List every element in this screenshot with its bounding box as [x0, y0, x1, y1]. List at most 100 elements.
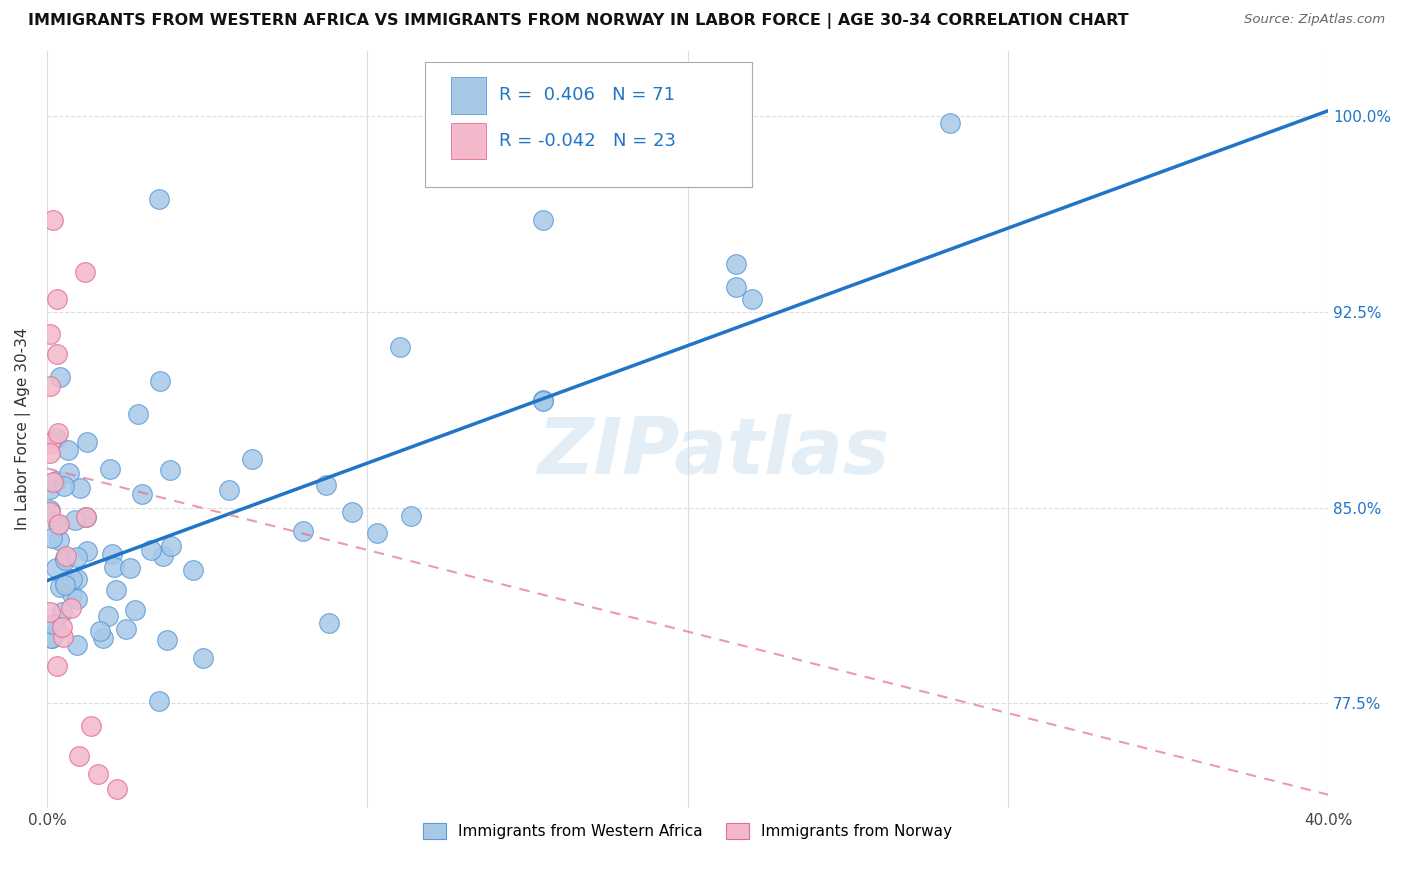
Point [46, 426, 69, 441]
Point [89, 624, 111, 638]
Point [315, 478, 337, 492]
Point [124, 603, 146, 617]
Point [127, 408, 149, 422]
Point [98, 462, 121, 476]
Point [318, 615, 340, 630]
Point [48, 517, 70, 532]
Point [45, 474, 67, 488]
Point [39, 435, 62, 450]
Point [389, 340, 412, 354]
Point [80, 719, 103, 733]
Point [39, 503, 62, 517]
Point [45, 292, 67, 306]
Point [149, 374, 172, 388]
FancyBboxPatch shape [425, 62, 752, 187]
Point [66, 638, 89, 652]
Point [53, 478, 76, 492]
Point [60, 587, 83, 601]
Text: ZIPatlas: ZIPatlas [537, 414, 890, 490]
Point [87, 767, 110, 781]
Point [41, 475, 63, 489]
Point [39, 605, 62, 619]
Point [366, 526, 388, 541]
Point [66, 549, 89, 564]
Point [53, 553, 76, 567]
Point [533, 394, 555, 409]
Point [724, 280, 747, 294]
Point [53, 578, 76, 592]
Point [399, 509, 422, 524]
Point [53, 551, 76, 566]
Point [91, 632, 114, 646]
Text: R =  0.406   N = 71: R = 0.406 N = 71 [499, 87, 675, 104]
Point [48, 581, 70, 595]
Text: IMMIGRANTS FROM WESTERN AFRICA VS IMMIGRANTS FROM NORWAY IN LABOR FORCE | AGE 30: IMMIGRANTS FROM WESTERN AFRICA VS IMMIGR… [28, 13, 1129, 29]
Point [218, 483, 240, 497]
Point [45, 659, 67, 673]
Point [75, 509, 97, 524]
Point [42, 213, 65, 227]
Point [59, 600, 82, 615]
Point [45, 347, 67, 361]
Point [741, 292, 763, 306]
Point [42, 616, 65, 631]
Point [51, 620, 73, 634]
Point [152, 549, 174, 564]
Point [76, 434, 98, 449]
Point [48, 517, 70, 532]
Point [131, 487, 153, 501]
Point [73, 264, 96, 278]
Point [141, 542, 163, 557]
Point [148, 193, 170, 207]
Point [76, 543, 98, 558]
Point [39, 505, 62, 519]
Point [63, 513, 86, 527]
Point [148, 694, 170, 708]
Point [105, 582, 128, 597]
Point [55, 549, 77, 563]
Point [39, 631, 62, 645]
Point [46, 624, 69, 638]
Point [56, 442, 79, 457]
Point [39, 446, 62, 460]
Point [39, 379, 62, 393]
Point [39, 327, 62, 342]
Point [45, 431, 67, 445]
Point [41, 531, 63, 545]
Point [724, 257, 747, 271]
Point [51, 605, 73, 619]
Point [342, 505, 364, 519]
Point [67, 748, 90, 763]
Point [939, 116, 962, 130]
Point [193, 651, 215, 665]
Point [101, 547, 124, 561]
Point [52, 630, 75, 644]
Bar [450, 122, 486, 159]
Point [39, 482, 62, 496]
Point [103, 560, 125, 574]
Text: Source: ZipAtlas.com: Source: ZipAtlas.com [1244, 13, 1385, 27]
Point [240, 451, 263, 466]
Bar [450, 78, 486, 113]
Point [66, 591, 89, 606]
Point [65, 572, 87, 586]
Point [155, 633, 177, 648]
Point [160, 539, 183, 553]
Point [75, 510, 97, 524]
Point [115, 622, 138, 636]
Point [120, 561, 142, 575]
Point [58, 466, 80, 480]
Y-axis label: In Labor Force | Age 30-34: In Labor Force | Age 30-34 [15, 328, 31, 531]
Point [48, 533, 70, 548]
Point [53, 575, 76, 590]
Point [107, 782, 129, 797]
Point [97, 609, 120, 624]
Point [49, 370, 72, 384]
Text: R = -0.042   N = 23: R = -0.042 N = 23 [499, 132, 676, 150]
Point [181, 564, 204, 578]
Legend: Immigrants from Western Africa, Immigrants from Norway: Immigrants from Western Africa, Immigran… [418, 817, 957, 846]
Point [533, 213, 555, 227]
Point [533, 392, 555, 407]
Point [45, 561, 67, 575]
Point [291, 524, 314, 538]
